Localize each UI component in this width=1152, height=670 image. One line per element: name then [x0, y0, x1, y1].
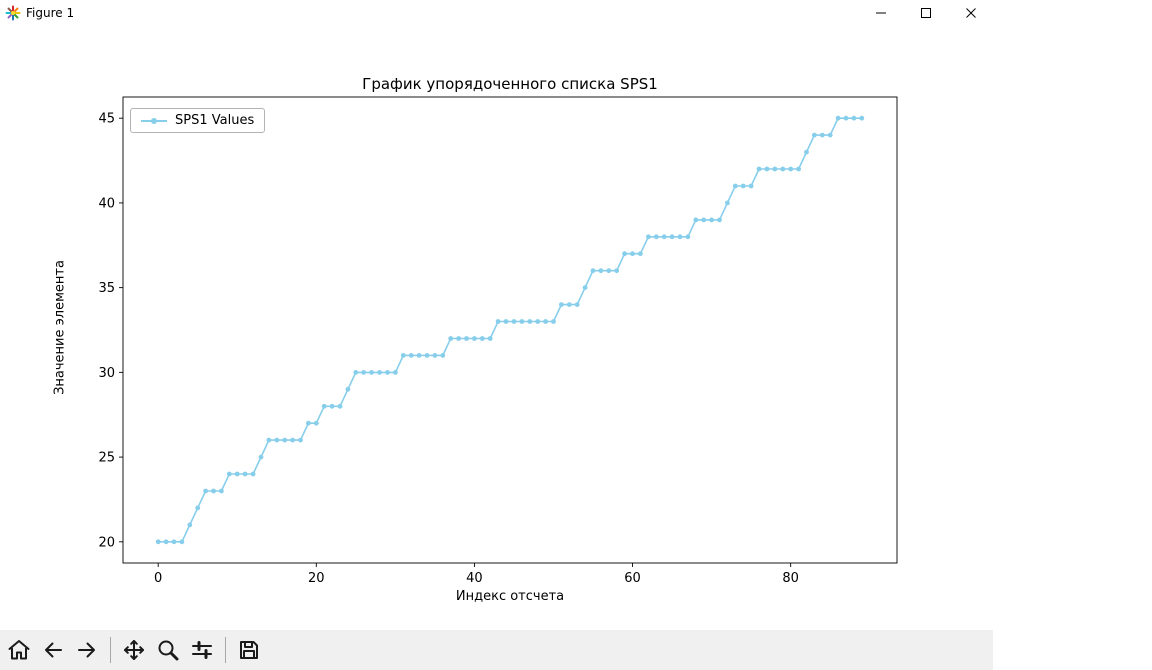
svg-text:20: 20: [98, 535, 115, 550]
home-button[interactable]: [4, 634, 34, 666]
maximize-button[interactable]: [903, 0, 948, 25]
svg-text:80: 80: [782, 571, 799, 586]
back-button[interactable]: [38, 634, 68, 666]
subplots-button[interactable]: [187, 634, 217, 666]
arrow-right-icon: [75, 638, 99, 662]
titlebar: Figure 1: [0, 0, 993, 25]
svg-text:40: 40: [98, 196, 115, 211]
toolbar-separator: [225, 637, 226, 663]
svg-text:35: 35: [98, 281, 115, 296]
legend: SPS1 Values: [130, 108, 266, 133]
close-icon: [965, 7, 977, 19]
svg-text:60: 60: [624, 571, 641, 586]
figure-canvas[interactable]: 0 20 40 60 80 20 25 30 35 40 45 График упорядоченн…: [0, 25, 993, 630]
sliders-icon: [190, 638, 214, 662]
chart-title: График упорядоченного списка SPS1: [362, 75, 658, 93]
pan-button[interactable]: [119, 634, 149, 666]
arrow-left-icon: [41, 638, 65, 662]
navigation-toolbar: [0, 630, 993, 670]
forward-button[interactable]: [72, 634, 102, 666]
legend-label: SPS1 Values: [175, 113, 255, 128]
legend-line-sample: [141, 116, 167, 126]
matplotlib-logo-icon: [5, 5, 21, 21]
save-button[interactable]: [234, 634, 264, 666]
figure-window: Figure 1 0 20 40 60 80 20 25 30 35 40 45 График уп…: [0, 0, 993, 670]
legend-marker-icon: [151, 117, 157, 124]
minimize-button[interactable]: [858, 0, 903, 25]
y-axis-label: Значение элемента: [52, 260, 68, 395]
svg-text:20: 20: [308, 571, 325, 586]
close-button[interactable]: [948, 0, 993, 25]
svg-text:40: 40: [466, 571, 483, 586]
svg-text:45: 45: [98, 112, 115, 127]
move-arrows-icon: [122, 638, 146, 662]
plot-area[interactable]: 0 20 40 60 80 20 25 30 35 40 45: [0, 25, 993, 630]
x-axis-label: Индекс отсчета: [455, 589, 565, 604]
maximize-icon: [920, 7, 932, 19]
svg-text:0: 0: [154, 571, 162, 586]
floppy-disk-icon: [237, 638, 261, 662]
svg-text:25: 25: [98, 451, 115, 466]
zoom-button[interactable]: [153, 634, 183, 666]
toolbar-separator: [110, 637, 111, 663]
minimize-icon: [875, 7, 887, 19]
svg-text:30: 30: [98, 366, 115, 381]
window-title: Figure 1: [26, 5, 75, 20]
magnifier-icon: [156, 638, 180, 662]
home-icon: [7, 638, 31, 662]
